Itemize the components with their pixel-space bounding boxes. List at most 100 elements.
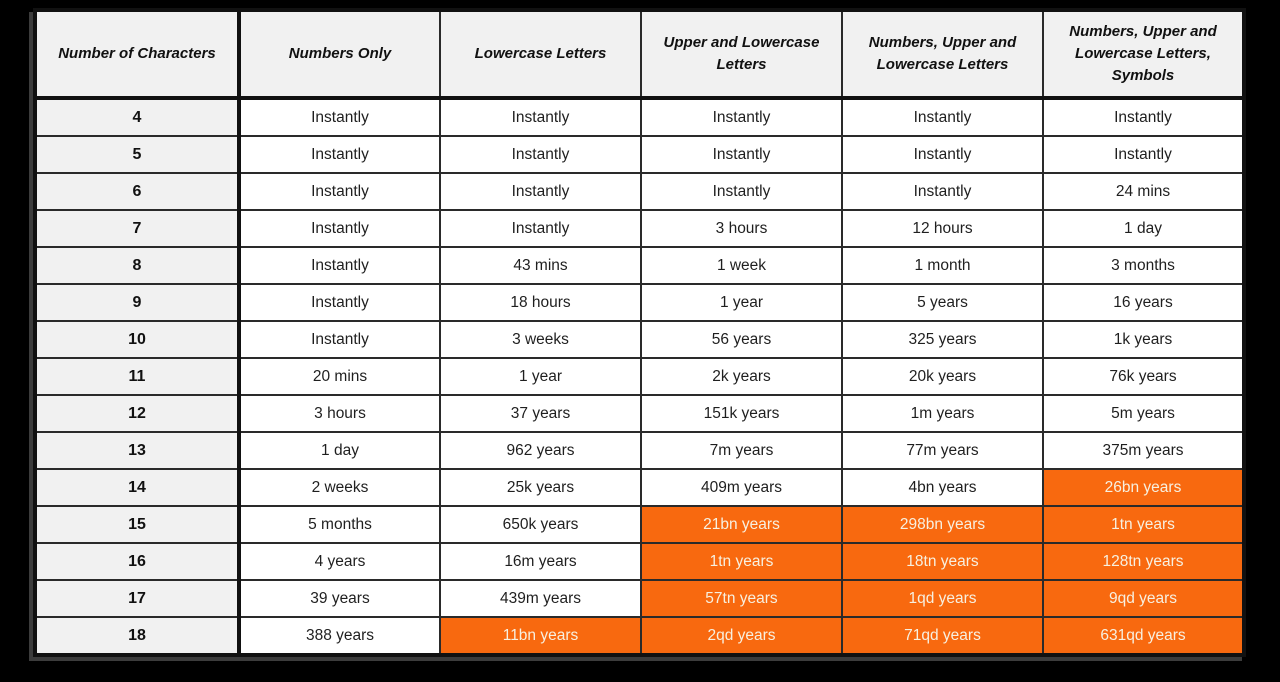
time-cell: 43 mins [439,246,642,285]
time-cell: Instantly [238,320,441,359]
row-character-count: 10 [34,320,241,359]
time-cell-highlighted: 18tn years [841,542,1044,581]
time-cell: Instantly [841,172,1044,211]
time-cell-highlighted: 631qd years [1042,616,1245,656]
time-cell: 77m years [841,431,1044,470]
time-cell: 3 hours [640,209,843,248]
table-row: 8 Instantly 43 mins 1 week 1 month 3 months [34,246,1245,285]
time-cell: Instantly [439,209,642,248]
table-row: 6 Instantly Instantly Instantly Instantly 24 … [34,172,1245,211]
time-cell: 76k years [1042,357,1245,396]
time-cell: Instantly [640,97,843,137]
column-header-upper-and-lowercase-letters: Upper and Lowercase Letters [640,9,843,100]
time-cell: Instantly [640,135,843,174]
row-character-count: 7 [34,209,241,248]
time-cell: 16 years [1042,283,1245,322]
time-cell: Instantly [238,283,441,322]
time-cell: 325 years [841,320,1044,359]
time-cell: Instantly [238,246,441,285]
time-cell: 5 months [238,505,441,544]
time-cell: 7m years [640,431,843,470]
row-character-count: 4 [34,97,241,137]
time-cell: Instantly [841,135,1044,174]
table-row: 13 1 day 962 years 7m years 77m years 375m ye… [34,431,1245,470]
time-cell-highlighted: 11bn years [439,616,642,656]
row-character-count: 15 [34,505,241,544]
time-cell: 5 years [841,283,1044,322]
time-cell-highlighted: 71qd years [841,616,1044,656]
time-cell: 1 month [841,246,1044,285]
time-cell: Instantly [439,172,642,211]
time-cell: Instantly [1042,97,1245,137]
time-cell: 5m years [1042,394,1245,433]
time-cell: 1 year [640,283,843,322]
time-cell-highlighted: 1tn years [640,542,843,581]
time-cell: 650k years [439,505,642,544]
time-cell-highlighted: 26bn years [1042,468,1245,507]
time-cell: 56 years [640,320,843,359]
time-cell: 25k years [439,468,642,507]
time-cell-highlighted: 298bn years [841,505,1044,544]
header-row: Number of Characters Numbers Only Lowerc… [34,9,1245,100]
time-cell-highlighted: 9qd years [1042,579,1245,618]
time-cell-highlighted: 2qd years [640,616,843,656]
time-cell: 20k years [841,357,1044,396]
row-character-count: 9 [34,283,241,322]
time-cell: Instantly [1042,135,1245,174]
time-cell: Instantly [439,97,642,137]
column-header-numbers-upper-lowercase-symbols: Numbers, Upper and Lowercase Letters, Sy… [1042,9,1245,100]
time-cell: 18 hours [439,283,642,322]
column-header-numbers-upper-lowercase-letters: Numbers, Upper and Lowercase Letters [841,9,1044,100]
row-character-count: 16 [34,542,241,581]
table-row: 7 Instantly Instantly 3 hours 12 hours 1 day [34,209,1245,248]
time-cell: 439m years [439,579,642,618]
time-cell: Instantly [238,97,441,137]
table-body: 4 Instantly Instantly Instantly Instantly Ins… [34,97,1245,656]
time-cell: 409m years [640,468,843,507]
table-row: 4 Instantly Instantly Instantly Instantly Ins… [34,97,1245,137]
password-crack-time-table: Number of Characters Numbers Only Lowerc… [33,8,1246,657]
column-header-lowercase-letters: Lowercase Letters [439,9,642,100]
row-character-count: 8 [34,246,241,285]
time-cell: 16m years [439,542,642,581]
time-cell: 1 year [439,357,642,396]
row-character-count: 12 [34,394,241,433]
time-cell: Instantly [439,135,642,174]
table-row: 5 Instantly Instantly Instantly Instantly Ins… [34,135,1245,174]
time-cell: 3 hours [238,394,441,433]
time-cell: 388 years [238,616,441,656]
row-character-count: 14 [34,468,241,507]
table-header: Number of Characters Numbers Only Lowerc… [34,9,1245,100]
time-cell: Instantly [238,172,441,211]
row-character-count: 18 [34,616,241,656]
time-cell: 37 years [439,394,642,433]
row-character-count: 17 [34,579,241,618]
column-header-number-of-characters: Number of Characters [34,9,241,100]
time-cell: 2k years [640,357,843,396]
time-cell: 2 weeks [238,468,441,507]
table-row: 11 20 mins 1 year 2k years 20k years 76k year… [34,357,1245,396]
time-cell: 1 day [238,431,441,470]
time-cell: 12 hours [841,209,1044,248]
row-character-count: 5 [34,135,241,174]
time-cell: Instantly [238,135,441,174]
time-cell-highlighted: 128tn years [1042,542,1245,581]
time-cell: 1 day [1042,209,1245,248]
time-cell: 1k years [1042,320,1245,359]
table-row: 18 388 years 11bn years 2qd years 71qd years… [34,616,1245,656]
time-cell: Instantly [238,209,441,248]
time-cell: 375m years [1042,431,1245,470]
time-cell: 151k years [640,394,843,433]
column-header-numbers-only: Numbers Only [238,9,441,100]
time-cell: 3 weeks [439,320,642,359]
row-character-count: 11 [34,357,241,396]
time-cell: Instantly [841,97,1044,137]
time-cell-highlighted: 21bn years [640,505,843,544]
table-row: 14 2 weeks 25k years 409m years 4bn years 26b… [34,468,1245,507]
table-row: 16 4 years 16m years 1tn years 18tn years 128… [34,542,1245,581]
time-cell: Instantly [640,172,843,211]
table-row: 17 39 years 439m years 57tn years 1qd years 9… [34,579,1245,618]
time-cell-highlighted: 1tn years [1042,505,1245,544]
time-cell-highlighted: 57tn years [640,579,843,618]
table-row: 10 Instantly 3 weeks 56 years 325 years 1k ye… [34,320,1245,359]
